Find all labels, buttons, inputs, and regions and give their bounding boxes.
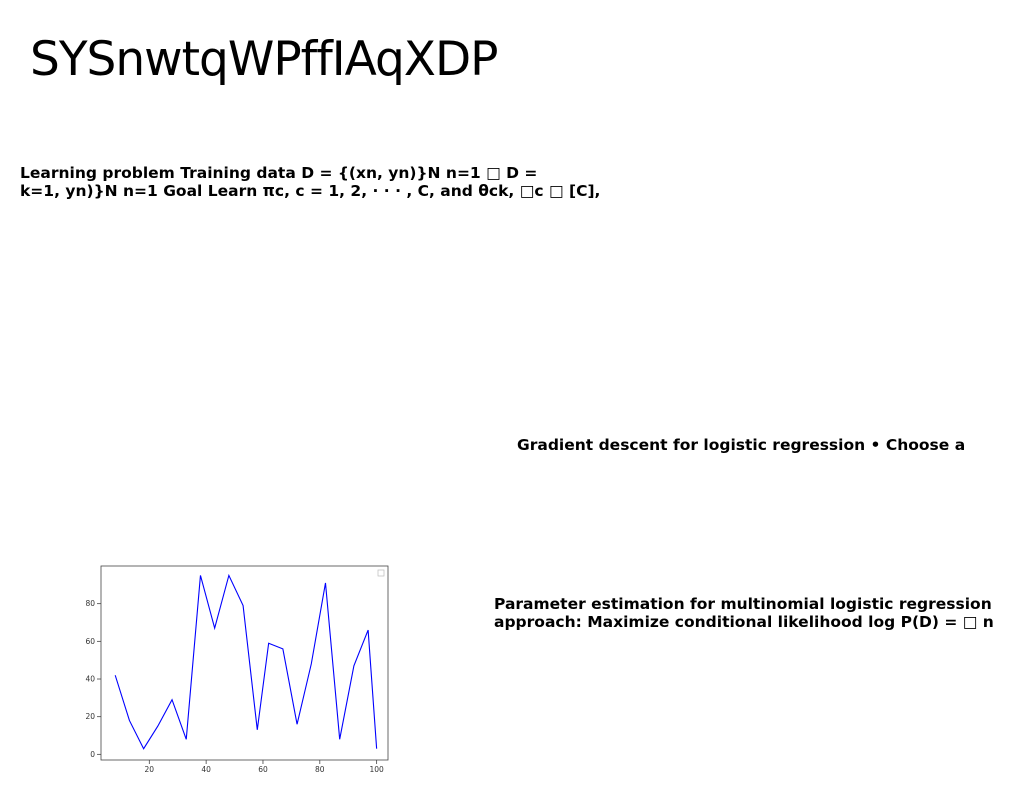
paragraph-learning-problem: Learning problem Training data D = {(xn,… — [20, 164, 600, 200]
y-tick-label: 40 — [85, 675, 95, 684]
x-tick-label: 40 — [201, 765, 211, 774]
paragraph-line: Learning problem Training data D = {(xn,… — [20, 164, 538, 182]
paragraph-gradient-descent: Gradient descent for logistic regression… — [517, 436, 965, 454]
y-tick-label: 20 — [85, 712, 95, 721]
x-tick-label: 100 — [369, 765, 384, 774]
paragraph-line: Parameter estimation for multinomial log… — [494, 595, 992, 613]
y-tick-label: 80 — [85, 599, 95, 608]
series-line — [114, 573, 378, 750]
y-tick-label: 0 — [90, 750, 95, 759]
y-tick-label: 60 — [85, 637, 95, 646]
paragraph-line: k=1, yn)}N n=1 Goal Learn πc, c = 1, 2, … — [20, 182, 601, 200]
legend-box — [377, 569, 385, 577]
paragraph-parameter-estimation: Parameter estimation for multinomial log… — [494, 595, 994, 631]
paragraph-line: approach: Maximize conditional likelihoo… — [494, 613, 994, 631]
paragraph-line: Gradient descent for logistic regression… — [517, 436, 966, 454]
plot-frame — [100, 565, 389, 761]
slide-title: SYSnwtqWPffIAqXDP — [30, 32, 499, 87]
x-tick-label: 80 — [315, 765, 325, 774]
x-tick-label: 60 — [258, 765, 268, 774]
line-chart: 0 20 40 60 80 20 40 60 80 100 — [85, 565, 389, 774]
x-tick-label: 20 — [145, 765, 155, 774]
